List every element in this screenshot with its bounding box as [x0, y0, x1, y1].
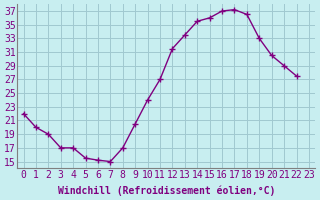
X-axis label: Windchill (Refroidissement éolien,°C): Windchill (Refroidissement éolien,°C): [58, 185, 275, 196]
